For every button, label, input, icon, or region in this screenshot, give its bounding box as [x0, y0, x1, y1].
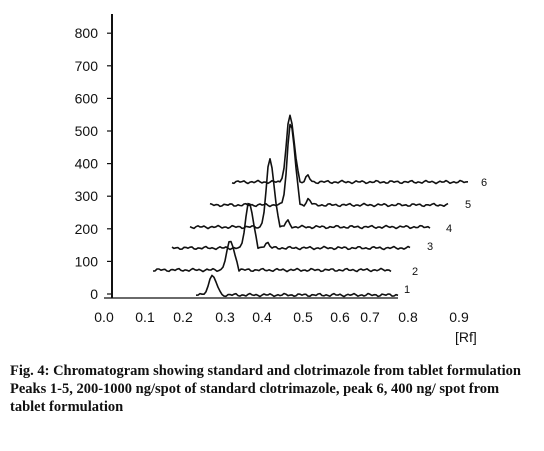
y-tick-label: 300: [75, 188, 99, 204]
trace-2: [152, 240, 392, 273]
trace-label-4: 4: [446, 223, 452, 235]
caption-note: Peaks 1-5, 200-1000 ng/spot of standard …: [10, 381, 500, 415]
x-tick-label: 0.9: [449, 309, 469, 325]
x-axis-unit: [Rf]: [455, 329, 477, 345]
trace-6: [231, 114, 469, 185]
x-tick-label: 0.6: [330, 309, 350, 325]
trace-label-3: 3: [427, 241, 433, 253]
x-tick-label: 0.7: [360, 309, 380, 325]
trace-4: [189, 158, 431, 230]
trace-1: [195, 274, 399, 298]
x-axis-ticks: 0.0 0.1 0.2 0.3 0.4 0.5 0.6 0.7 0.8 0.9: [94, 309, 469, 325]
y-tick-label: 0: [90, 286, 98, 302]
chromatogram-traces: [152, 114, 469, 298]
chart-axes: [104, 14, 398, 299]
y-tick-label: 600: [75, 90, 99, 106]
y-tick-label: 500: [75, 123, 99, 139]
figure-caption: Fig. 4: Chromatogram showing standard an…: [10, 362, 536, 416]
trace-3: [171, 202, 411, 251]
trace-label-5: 5: [465, 199, 471, 211]
x-tick-label: 0.1: [135, 309, 155, 325]
trace-label-6: 6: [481, 177, 487, 189]
trace-5: [209, 123, 449, 208]
y-tick-label: 400: [75, 156, 99, 172]
x-tick-label: 0.2: [173, 309, 193, 325]
trace-label-2: 2: [412, 266, 418, 278]
y-tick-label: 800: [75, 25, 99, 41]
y-axis-ticks: 800 700 600 500 400 300 200 100 0: [75, 25, 112, 302]
x-tick-label: 0.5: [293, 309, 313, 325]
x-tick-label: 0.4: [252, 309, 272, 325]
y-tick-label: 200: [75, 221, 99, 237]
x-tick-label: 0.0: [94, 309, 114, 325]
trace-label-1: 1: [404, 284, 410, 296]
y-tick-label: 700: [75, 58, 99, 74]
y-tick-label: 100: [75, 253, 99, 269]
caption-title: Fig. 4: Chromatogram showing standard an…: [10, 363, 521, 379]
x-tick-label: 0.8: [398, 309, 418, 325]
x-tick-label: 0.3: [215, 309, 235, 325]
